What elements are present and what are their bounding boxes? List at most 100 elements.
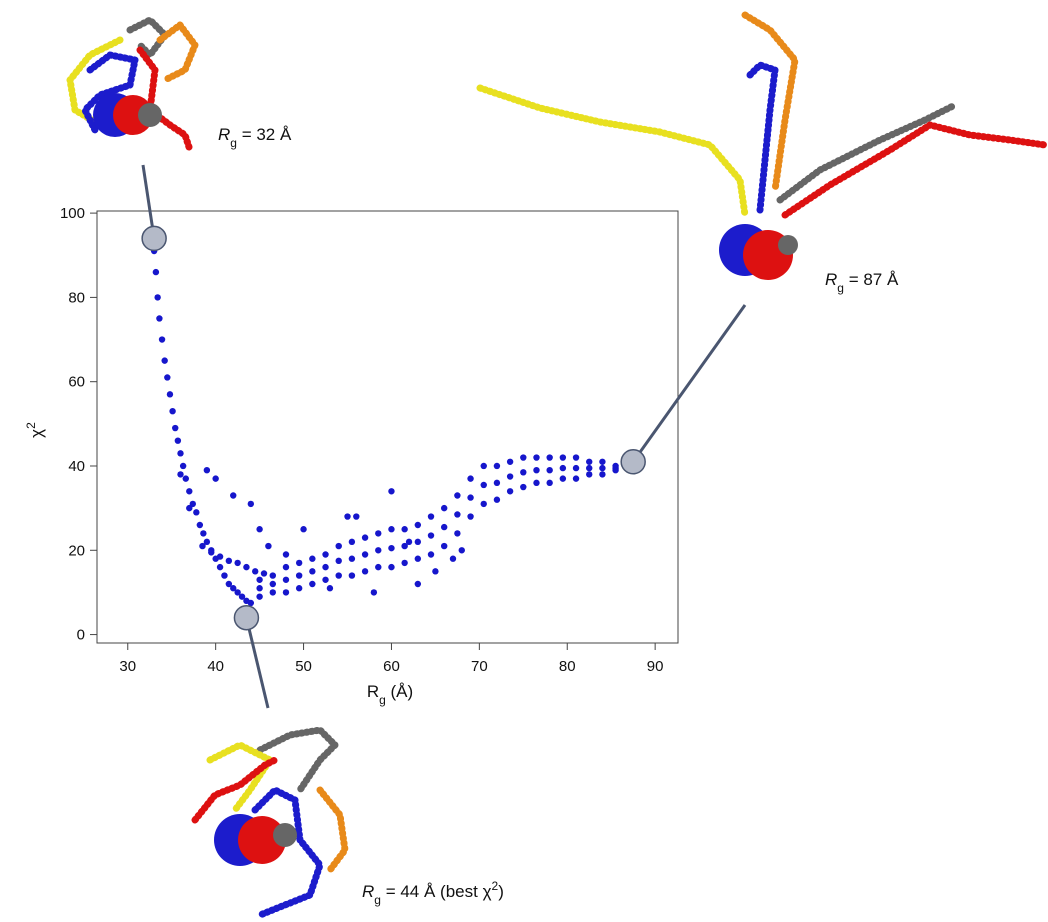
point bbox=[493, 479, 501, 487]
point bbox=[546, 467, 553, 474]
point bbox=[256, 576, 263, 583]
point bbox=[158, 336, 166, 343]
point bbox=[269, 580, 276, 588]
point bbox=[309, 555, 316, 562]
point bbox=[199, 542, 206, 550]
point bbox=[179, 462, 187, 470]
point bbox=[440, 504, 448, 512]
point bbox=[520, 454, 527, 461]
point bbox=[361, 534, 369, 541]
point bbox=[599, 458, 606, 465]
label-part: R bbox=[367, 682, 379, 701]
label-part: R bbox=[825, 270, 837, 289]
x-tick-label: 70 bbox=[471, 658, 488, 675]
annotation-label: Rg = 44 Å (best χ2) bbox=[362, 879, 504, 907]
x-tick-label: 30 bbox=[119, 658, 136, 675]
y-axis-label: χ2 bbox=[24, 422, 46, 438]
highlight-point bbox=[620, 449, 646, 475]
point bbox=[269, 589, 276, 596]
point bbox=[238, 593, 246, 600]
point bbox=[322, 551, 329, 558]
point bbox=[572, 464, 580, 472]
point bbox=[247, 500, 255, 508]
point bbox=[282, 551, 290, 558]
point bbox=[225, 557, 233, 565]
point bbox=[348, 538, 356, 546]
point bbox=[203, 538, 211, 546]
point bbox=[353, 513, 360, 520]
point bbox=[480, 462, 487, 470]
point bbox=[427, 551, 435, 558]
point bbox=[375, 563, 382, 571]
point bbox=[322, 576, 329, 583]
plot-frame bbox=[96, 210, 679, 644]
point bbox=[559, 454, 567, 461]
point bbox=[414, 555, 422, 562]
point bbox=[335, 542, 342, 550]
point bbox=[256, 593, 263, 600]
point bbox=[234, 589, 241, 596]
point bbox=[335, 572, 342, 579]
point bbox=[458, 547, 465, 554]
x-tick-label: 60 bbox=[383, 658, 400, 675]
x-tick-label: 40 bbox=[207, 658, 224, 675]
point bbox=[370, 589, 378, 596]
point bbox=[300, 526, 307, 533]
label-part: = 87 Å bbox=[844, 270, 899, 289]
point bbox=[533, 479, 540, 487]
point bbox=[467, 494, 474, 501]
point bbox=[203, 467, 211, 474]
point bbox=[572, 475, 580, 482]
point bbox=[467, 513, 474, 520]
point bbox=[186, 488, 193, 495]
point bbox=[295, 572, 303, 579]
point bbox=[152, 268, 160, 276]
point bbox=[212, 475, 219, 482]
point bbox=[169, 407, 176, 415]
point bbox=[177, 471, 184, 478]
point bbox=[586, 471, 593, 478]
label-part: g bbox=[379, 693, 386, 707]
point bbox=[506, 488, 514, 495]
point bbox=[493, 496, 501, 503]
point bbox=[599, 464, 606, 472]
point bbox=[221, 572, 228, 579]
annotation-label: Rg = 32 Å bbox=[218, 125, 292, 150]
point bbox=[449, 555, 457, 562]
point bbox=[414, 538, 422, 546]
connector bbox=[631, 304, 747, 463]
point bbox=[361, 551, 369, 558]
label-part: = 44 Å (best bbox=[381, 882, 483, 901]
y-tick-label: 0 bbox=[77, 627, 85, 644]
point bbox=[414, 580, 422, 588]
point bbox=[559, 464, 567, 472]
point bbox=[586, 458, 593, 465]
connector bbox=[244, 617, 270, 709]
label-part: R bbox=[362, 882, 374, 901]
point bbox=[182, 475, 189, 482]
highlight-point bbox=[233, 604, 260, 631]
point bbox=[309, 568, 316, 575]
label-part: R bbox=[218, 125, 230, 144]
point bbox=[174, 437, 182, 444]
x-tick-label: 80 bbox=[559, 658, 576, 675]
point bbox=[193, 509, 200, 516]
point bbox=[309, 580, 316, 588]
point bbox=[401, 542, 408, 550]
label-part: g bbox=[837, 281, 844, 295]
point bbox=[225, 580, 233, 588]
point bbox=[612, 464, 619, 472]
structure-best bbox=[191, 726, 349, 919]
y-tick-label: 40 bbox=[68, 458, 85, 475]
point bbox=[401, 526, 408, 533]
point bbox=[546, 479, 553, 487]
point bbox=[177, 450, 184, 457]
point bbox=[295, 585, 303, 592]
point bbox=[520, 469, 527, 476]
point bbox=[414, 521, 422, 529]
point bbox=[216, 563, 224, 571]
point bbox=[269, 572, 276, 579]
y-tick-label: 100 bbox=[60, 205, 85, 222]
point bbox=[467, 475, 474, 482]
